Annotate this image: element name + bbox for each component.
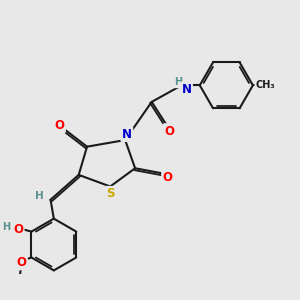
Text: H: H <box>34 191 43 201</box>
Text: N: N <box>122 128 132 141</box>
Text: O: O <box>164 124 174 138</box>
Text: O: O <box>13 224 23 236</box>
Text: N: N <box>182 83 191 96</box>
Text: H: H <box>2 222 10 232</box>
Text: CH₃: CH₃ <box>256 80 275 90</box>
Text: O: O <box>16 256 26 269</box>
Text: H: H <box>174 77 182 87</box>
Text: O: O <box>55 118 64 132</box>
Text: O: O <box>163 171 172 184</box>
Text: S: S <box>106 187 115 200</box>
